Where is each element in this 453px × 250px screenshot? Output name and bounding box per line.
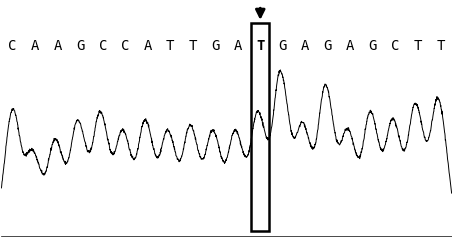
Text: A: A [31,39,39,53]
Text: C: C [9,39,17,53]
Bar [251,24,269,231]
Text: G: G [279,39,287,53]
Text: T: T [414,39,422,53]
Text: A: A [234,39,242,53]
Text: A: A [53,39,62,53]
Text: T: T [256,39,265,53]
Text: C: C [98,39,107,53]
Text: T: T [436,39,444,53]
Text: C: C [391,39,400,53]
Text: A: A [301,39,309,53]
Text: C: C [121,39,130,53]
Text: A: A [144,39,152,53]
Text: A: A [346,39,355,53]
Text: T: T [188,39,197,53]
Text: G: G [369,39,377,53]
Text: G: G [323,39,332,53]
Text: G: G [211,39,219,53]
Text: G: G [76,39,84,53]
Text: T: T [166,39,174,53]
